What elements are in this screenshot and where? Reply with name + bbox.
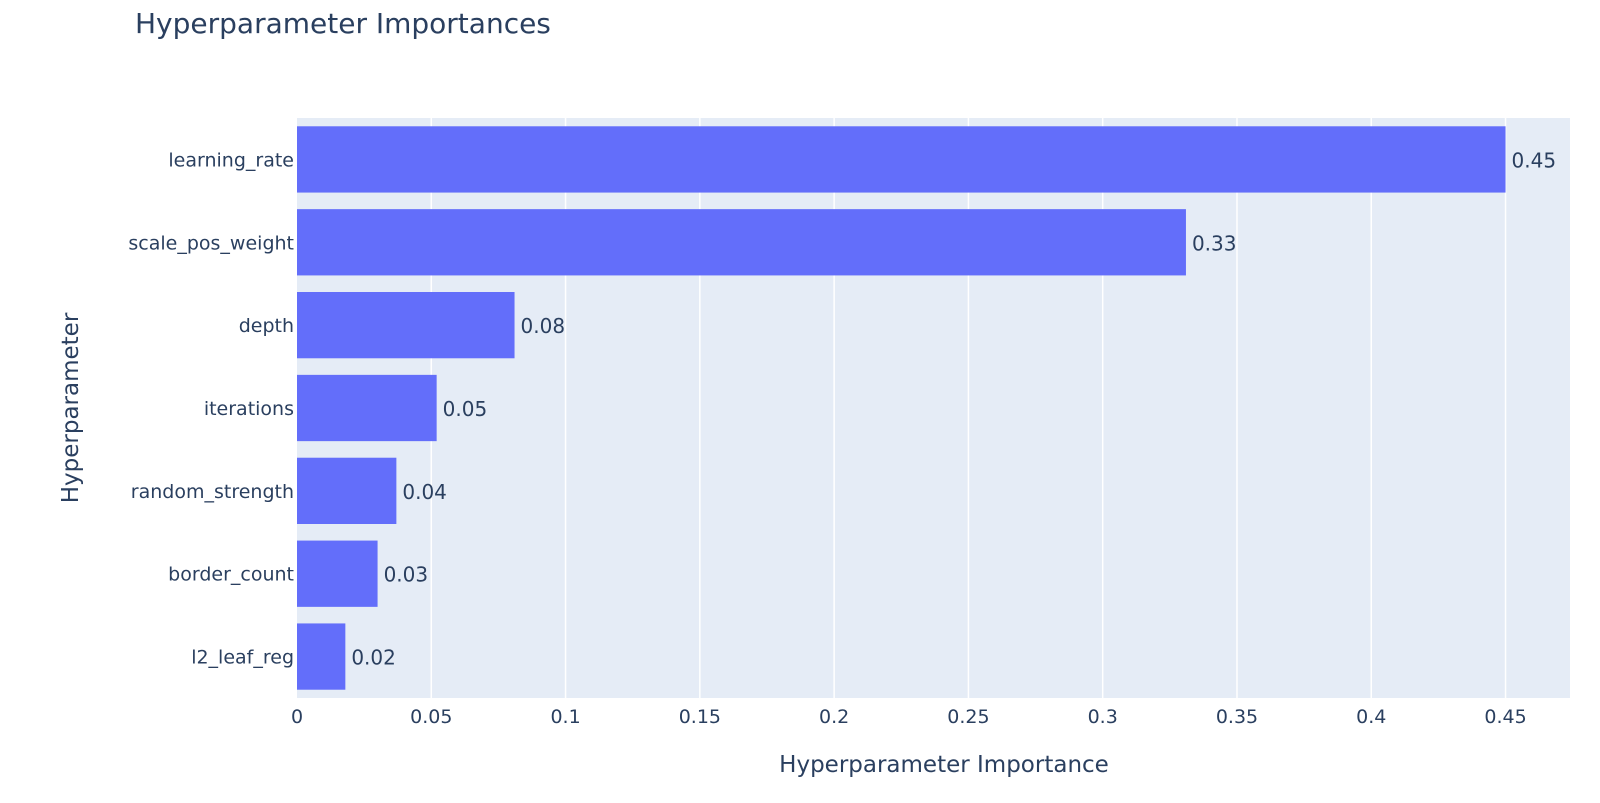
plot-area	[297, 118, 1570, 698]
y-category-label: learning_rate	[168, 149, 294, 171]
y-category-label: border_count	[168, 564, 294, 586]
x-tick-label: 0.4	[1356, 706, 1386, 728]
bar-value-label: 0.05	[443, 397, 488, 421]
x-axis-title: Hyperparameter Importance	[779, 752, 1109, 778]
y-category-label: random_strength	[131, 481, 294, 503]
x-tick-label: 0	[291, 706, 303, 728]
bar-value-label: 0.33	[1192, 231, 1237, 255]
x-tick-label: 0.2	[819, 706, 849, 728]
y-category-label: scale_pos_weight	[128, 232, 294, 254]
x-tick-label: 0.05	[410, 706, 452, 728]
y-axis-title: Hyperparameter	[58, 312, 84, 503]
y-category-label: l2_leaf_reg	[191, 647, 294, 669]
y-category-label: iterations	[204, 398, 294, 420]
bar-border-count[interactable]	[297, 540, 378, 607]
bar-random-strength[interactable]	[297, 457, 397, 524]
y-category-label: depth	[239, 315, 294, 337]
bar-value-label: 0.03	[384, 563, 429, 587]
bar-value-label: 0.04	[402, 480, 447, 504]
x-tick-label: 0.25	[947, 706, 989, 728]
bar-value-label: 0.08	[521, 314, 566, 338]
x-tick-label: 0.35	[1216, 706, 1258, 728]
x-tick-label: 0.3	[1088, 706, 1118, 728]
x-tick-label: 0.15	[679, 706, 721, 728]
bar-iterations[interactable]	[297, 374, 437, 442]
bar-value-label: 0.02	[351, 646, 396, 670]
x-tick-label: 0.45	[1484, 706, 1526, 728]
bar-scale-pos-weight[interactable]	[297, 209, 1186, 276]
chart-title: Hyperparameter Importances	[135, 7, 551, 40]
bar-value-labels: 0.45 0.33 0.08 0.05 0.04 0.03 0.02	[351, 148, 1556, 669]
bar-value-label: 0.45	[1512, 148, 1557, 172]
bar-l2-leaf-reg[interactable]	[297, 623, 346, 690]
bar-series	[297, 126, 1506, 690]
x-axis-tick-labels: 0 0.05 0.1 0.15 0.2 0.25 0.3 0.35 0.4 0.45	[291, 706, 1527, 728]
x-tick-label: 0.1	[550, 706, 580, 728]
bar-learning-rate[interactable]	[297, 126, 1506, 193]
bar-depth[interactable]	[297, 292, 515, 359]
